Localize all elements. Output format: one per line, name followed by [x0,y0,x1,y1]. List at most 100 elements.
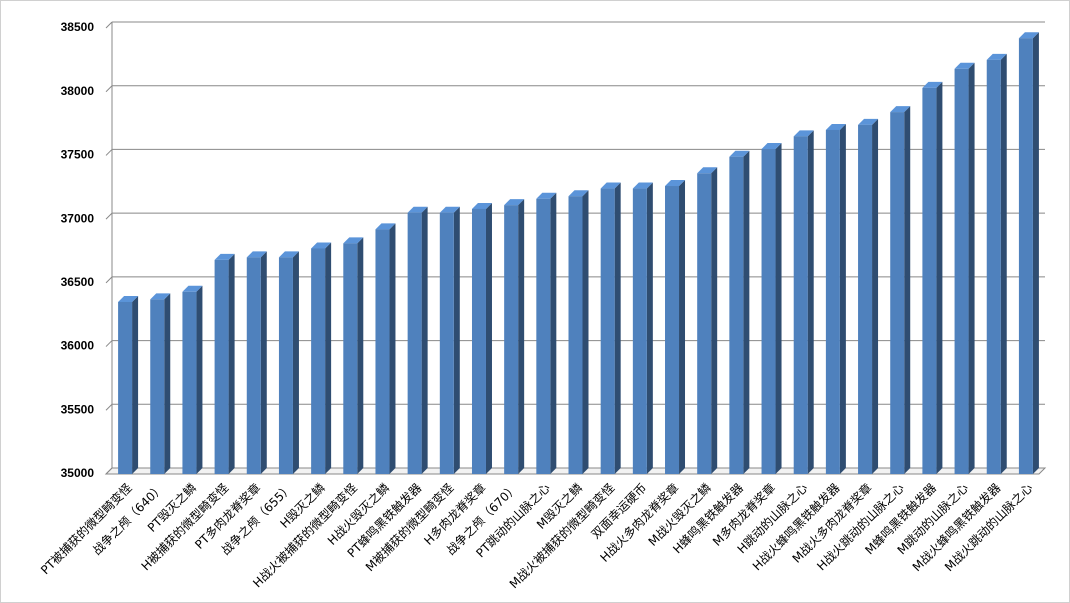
bar-side [679,180,686,475]
bar [214,259,229,474]
y-tick-label: 37000 [61,211,95,225]
bar-side [421,206,428,474]
bar-top [986,53,1007,60]
y-tick-label: 35000 [61,466,95,480]
bar [825,129,840,474]
bar-side [775,143,782,475]
bar-top [504,199,525,206]
bar-side [743,150,750,474]
bar-side [1000,53,1007,474]
bar-top [278,251,299,258]
bar [954,68,969,474]
bar-side [132,295,139,474]
bar [504,205,519,474]
bar [536,198,551,475]
bar [278,257,293,474]
bar-side [582,190,589,474]
bar-top [407,206,428,213]
bar-side [196,285,203,474]
bar-side [453,206,460,474]
bar-top [697,167,718,174]
bar-side [550,192,557,475]
bar-side [904,106,911,475]
bar [632,188,647,474]
bar [118,301,133,474]
bar [1018,38,1033,475]
bar-side [1032,32,1039,475]
bar [697,173,712,475]
bar-top [246,251,267,258]
grid-line-side [105,212,113,220]
bar-side [485,202,492,474]
grid-line-side [105,340,113,347]
bar-top [922,81,943,88]
bar-top [311,242,332,249]
y-tick-label: 35500 [61,402,95,416]
bar [761,149,776,475]
bar-top [729,150,750,157]
bar-side [292,251,299,474]
bar [568,196,583,474]
grid-line-side [105,276,113,284]
bar-side [518,199,525,474]
bar [439,212,454,474]
bar-top [150,293,171,300]
bar-top [890,106,911,113]
bar [665,186,680,475]
bar-top [471,202,492,209]
bar-top [665,180,686,187]
bar-side [968,62,975,475]
y-tick-label: 38000 [61,84,95,98]
bar-side [936,81,943,475]
bar-side [228,253,235,474]
bar [246,257,261,474]
grid-line-side [105,149,113,156]
bar-top [214,253,235,260]
bar-side [872,118,879,475]
grid-line-side [105,85,113,93]
bar-side [807,130,814,475]
bar-top [600,182,621,189]
bar [343,243,358,474]
bar-top [568,190,589,197]
bar [858,124,873,475]
bar-top [858,118,879,125]
bar-top [825,123,846,130]
bar [600,188,615,474]
bar-side [325,242,332,474]
bar-side [164,293,171,474]
bar-top [954,62,975,69]
bar-top [118,295,139,302]
bar [311,248,326,474]
bar [729,156,744,474]
bar-side [839,123,846,474]
bar [182,291,197,474]
y-tick-label: 38500 [61,20,95,34]
bar-side [614,182,621,474]
bar [890,112,905,475]
grid-line-side [105,403,113,411]
bar [922,87,937,475]
y-tick-label: 37500 [61,148,95,162]
bar-top [536,192,557,199]
bar-top [632,182,653,189]
bar [986,59,1001,474]
bar-side [711,167,718,475]
grid-line-side [105,21,113,29]
bar [150,299,165,474]
bar-top [439,206,460,213]
y-tick-label: 36500 [61,275,95,289]
bar [407,212,422,474]
bar-top [1018,32,1039,39]
bar-top [182,285,203,292]
bar [471,208,486,474]
bar [793,136,808,475]
y-tick-label: 36000 [61,339,95,353]
bar [375,229,390,474]
bar-top [375,223,396,230]
grid-line-side [105,467,113,475]
bar-top [761,143,782,150]
bar-top [793,130,814,137]
bar-side [357,237,364,474]
